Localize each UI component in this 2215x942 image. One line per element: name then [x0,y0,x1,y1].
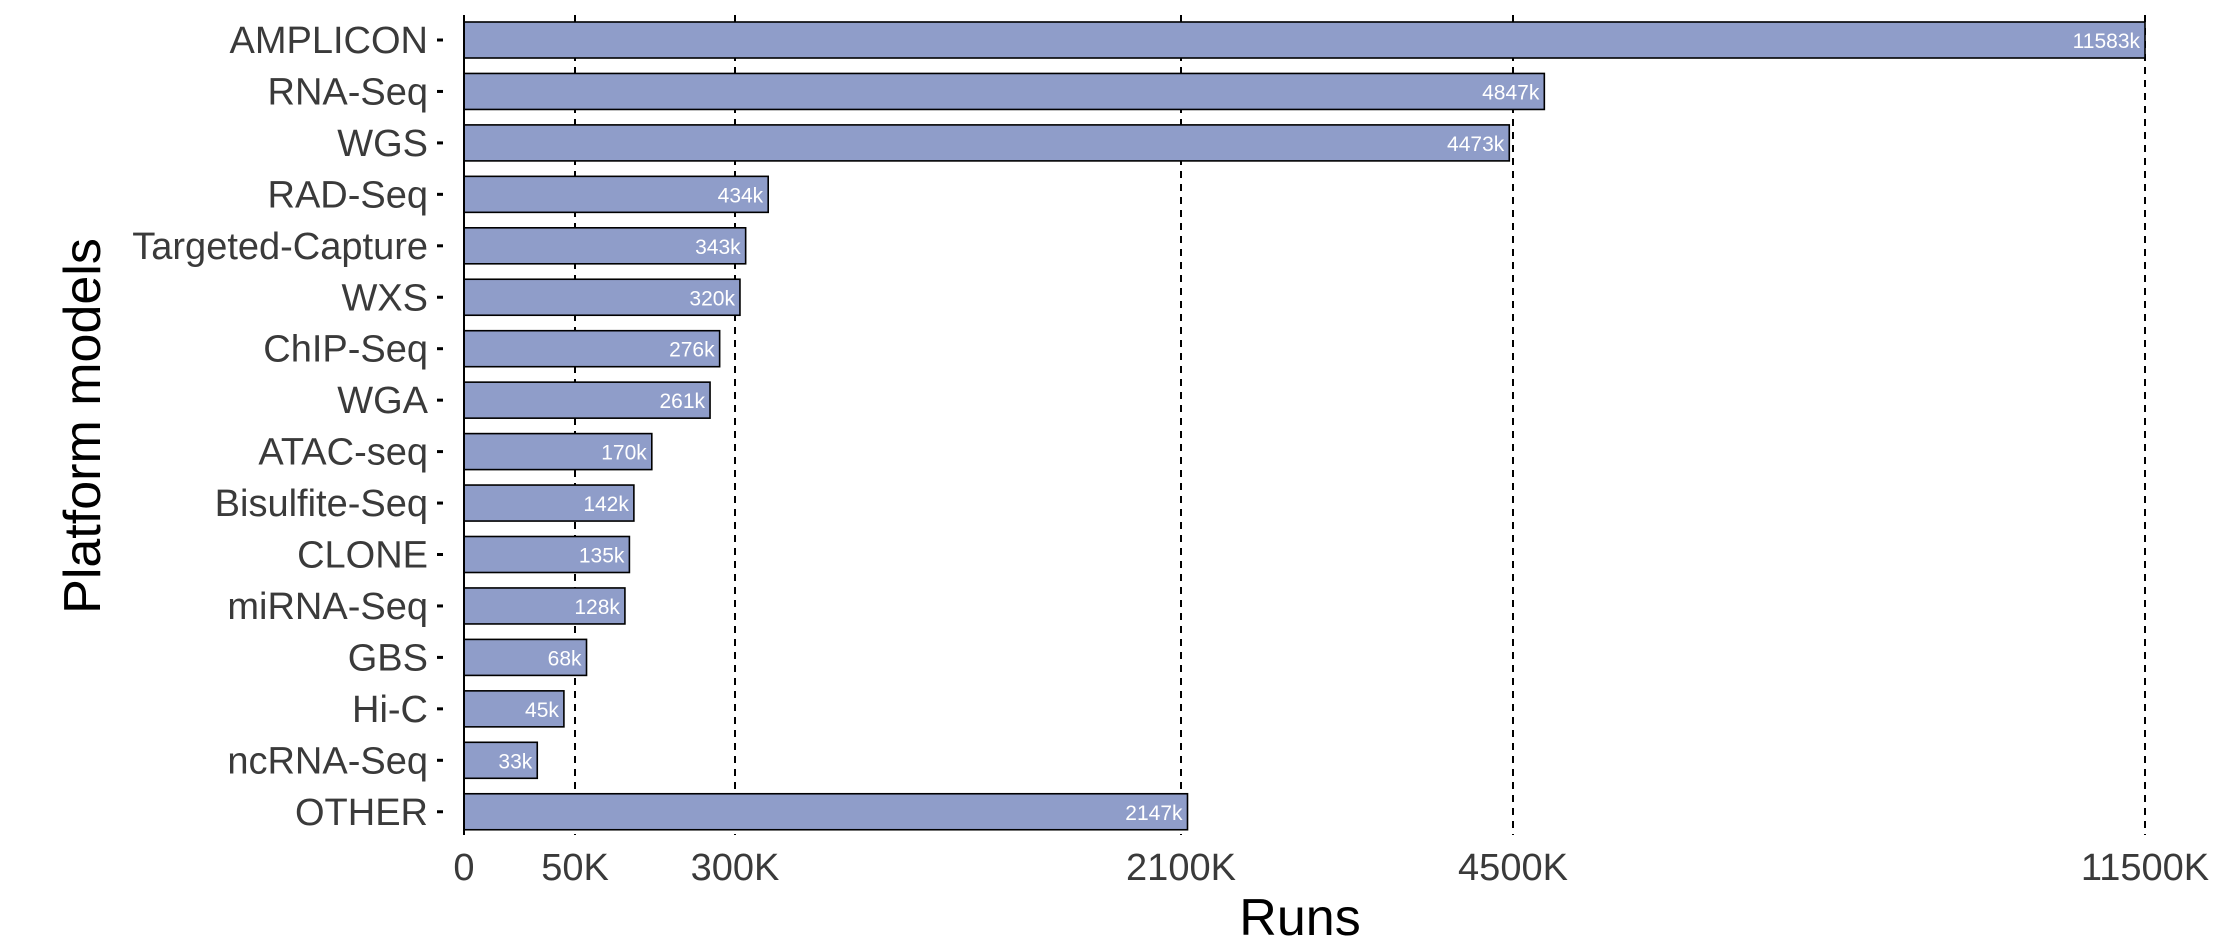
bar-value-label: 170k [601,442,647,465]
bar [463,690,565,728]
bars [463,21,2146,831]
y-tick-labels: AMPLICON RNA-Seq WGS RAD-Seq Targeted-Captur… [132,20,443,834]
bar [463,381,711,419]
bar [463,227,747,265]
bar [463,21,2146,59]
y-tick-label: ncRNA-Seq [227,740,428,782]
x-tick-label: 11500K [2081,847,2209,889]
bar-value-label: 276k [669,339,715,362]
x-tick-labels: 0 50K 300K 2100K 4500K 11500K [453,847,2209,889]
bar [463,175,770,214]
bar-value-label: 11583k [2073,30,2141,53]
bar-value-label: 142k [583,493,629,516]
x-tick-label: 2100K [1126,847,1236,889]
bar [463,432,653,471]
y-axis-title: Platform models [54,238,112,614]
y-tick-label: ATAC-seq [258,432,428,474]
y-tick-label: WGS [337,123,428,165]
bar-value-label: 45k [525,699,559,722]
bar-value-label: 128k [574,596,620,619]
y-tick-label: AMPLICON [230,20,428,62]
bar-value-label: 343k [695,236,741,259]
y-tick-label: miRNA-Seq [227,586,428,628]
y-tick-label: CLONE [297,535,428,577]
y-tick-label: Bisulfite-Seq [215,483,428,525]
y-tick-label: OTHER [295,792,428,834]
bar [463,792,1189,831]
bar-value-label: 320k [689,287,735,310]
bar-value-label: 33k [498,750,532,773]
x-tick-label: 4500K [1458,847,1568,889]
bar [463,535,631,574]
y-tick-label: GBS [348,637,428,679]
bar [463,72,1546,111]
bar-value-label: 68k [548,647,582,670]
bar [463,484,635,522]
bar-value-label: 2147k [1125,802,1183,825]
x-tick-label: 50K [541,847,609,889]
y-tick-label: RNA-Seq [268,71,429,113]
bar-value-labels: 11583k 4847k 4473k 434k 343k 320k 276k 261k 170k… [498,30,2140,825]
bar [463,124,1511,162]
y-tick-label: RAD-Seq [268,174,429,216]
y-tick-label: Targeted-Capture [132,226,428,268]
x-tick-label: 300K [691,847,780,889]
bar [463,638,588,677]
bar [463,741,539,780]
y-tick-label: ChIP-Seq [263,329,428,371]
bar-value-label: 4473k [1447,133,1505,156]
bar-value-label: 135k [579,545,625,568]
y-tick-label: WXS [341,277,428,319]
bar [463,278,741,317]
bar-value-label: 261k [659,390,705,413]
y-tick-label: Hi-C [352,689,428,731]
bar-value-label: 434k [718,184,764,207]
bar [463,329,721,368]
y-tick-label: WGA [337,380,428,422]
x-axis-title: Runs [1239,889,1360,942]
x-tick-label: 0 [453,847,474,889]
bar-value-label: 4847k [1482,81,1540,104]
